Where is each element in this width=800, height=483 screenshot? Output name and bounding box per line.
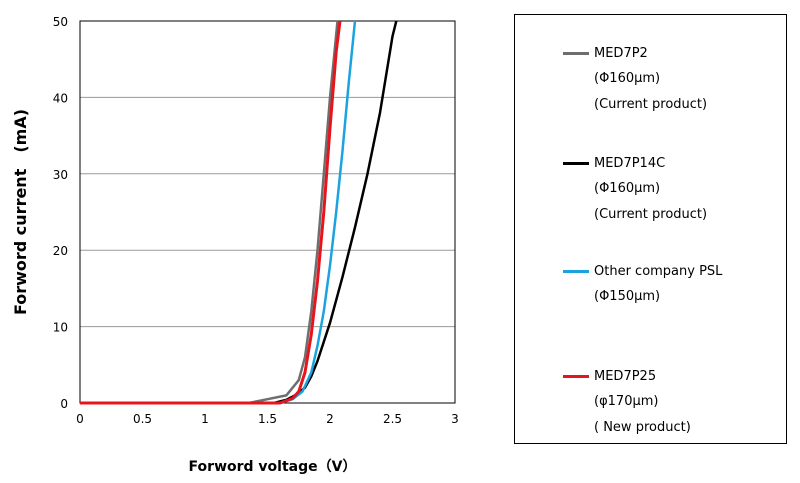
x-tick-label: 0.5 (133, 412, 152, 426)
y-tick-label: 40 (53, 91, 68, 105)
legend-label: MED7P25 (594, 368, 657, 384)
y-axis-title: Forword current (mA) (11, 109, 30, 315)
legend-swatch (563, 374, 589, 378)
series-line-med7p25 (80, 20, 342, 405)
legend-entry: Other company PSL (Φ150μm) (563, 258, 722, 310)
legend-sublabel: ( New product) (594, 420, 691, 435)
y-tick-label: 10 (53, 321, 68, 335)
legend-label: MED7P2 (594, 45, 648, 61)
legend-swatch (563, 269, 589, 273)
grid-lines (80, 96, 455, 328)
x-tick-label: 1.5 (258, 412, 277, 426)
x-axis-title: Forword voltage（V） (189, 459, 357, 475)
legend-entry: MED7P2 (Φ160μm) (Current product) (563, 40, 707, 118)
legend-sublabel: (Current product) (594, 97, 708, 112)
x-tick-label: 1 (201, 412, 209, 426)
legend: MED7P2 (Φ160μm) (Current product) MED7P14C (… (514, 14, 787, 444)
x-tick-label: 3 (451, 412, 459, 426)
legend-sublabel: (Φ160μm) (594, 71, 661, 86)
x-tick-label: 2 (326, 412, 334, 426)
legend-entry-header: Other company PSL (563, 258, 722, 284)
legend-entry-header: MED7P14C (563, 150, 707, 176)
y-tick-label: 20 (53, 244, 68, 258)
legend-sublabel: (φ170μm) (594, 394, 659, 409)
x-tick-label: 2.5 (383, 412, 402, 426)
legend-swatch (563, 51, 589, 55)
legend-label: Other company PSL (594, 263, 723, 279)
y-tick-label: 30 (53, 168, 68, 182)
legend-entry-header: MED7P25 (563, 363, 691, 389)
y-tick-labels: 0 10 20 30 40 50 (53, 15, 68, 411)
y-tick-label: 0 (60, 397, 68, 411)
series-line-other-company-psl (80, 20, 357, 405)
series-lines (80, 20, 398, 405)
legend-entry-header: MED7P2 (563, 40, 707, 66)
plot-area-frame (79, 20, 456, 404)
legend-label: MED7P14C (594, 155, 666, 171)
y-tick-label: 50 (53, 15, 68, 29)
legend-entry: MED7P14C (Φ160μm) (Current product) (563, 150, 707, 228)
legend-sublabel: (Φ160μm) (594, 181, 661, 196)
x-tick-label: 0 (76, 412, 84, 426)
series-line-med7p2 (80, 20, 339, 405)
legend-sublabel: (Φ150μm) (594, 289, 661, 304)
legend-entry: MED7P25 (φ170μm) ( New product) (563, 363, 691, 441)
legend-sublabel: (Current product) (594, 207, 708, 222)
legend-swatch (563, 161, 589, 165)
x-tick-labels: 0 0.5 1 1.5 2 2.5 3 (76, 412, 459, 426)
